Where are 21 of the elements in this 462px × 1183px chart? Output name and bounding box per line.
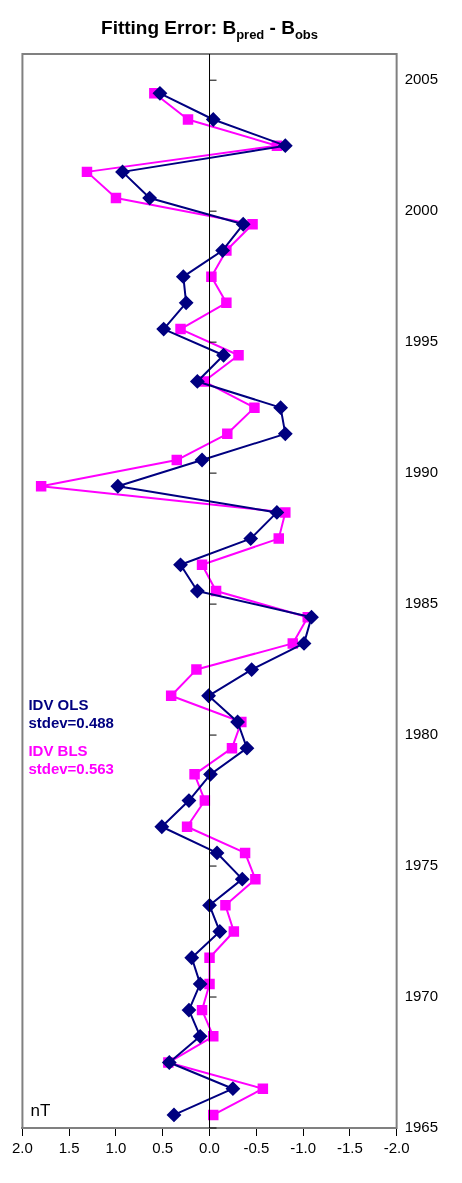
x-tick-label: -1.0	[290, 1139, 317, 1157]
y-tick-label: 1995	[404, 332, 439, 350]
y-tick-label: 1985	[404, 594, 439, 612]
text: IDV OLS stdev=0.488	[28, 696, 114, 732]
y-tick-label: 2005	[404, 70, 439, 88]
x-tick-label: -0.5	[243, 1139, 270, 1157]
y-tick-label: 1965	[404, 1118, 439, 1136]
x-tick-label: 1.5	[58, 1139, 80, 1157]
y-tick-label: 1970	[404, 987, 439, 1005]
x-tick-label: -2.0	[383, 1139, 410, 1157]
x-tick-label: 1.0	[105, 1139, 127, 1157]
y-tick-label: 1990	[404, 463, 439, 481]
y-tick-label: 1975	[404, 856, 439, 874]
x-tick-label: -1.5	[336, 1139, 363, 1157]
x-axis-title: nT	[30, 1101, 51, 1121]
x-tick-label: 0.5	[152, 1139, 174, 1157]
text: IDV BLS stdev=0.563	[28, 742, 114, 778]
x-tick-label: 0.0	[199, 1139, 220, 1157]
y-tick-label: 2000	[404, 201, 439, 219]
x-tick-label: 2.0	[12, 1139, 33, 1157]
y-tick-label: 1980	[404, 725, 439, 743]
